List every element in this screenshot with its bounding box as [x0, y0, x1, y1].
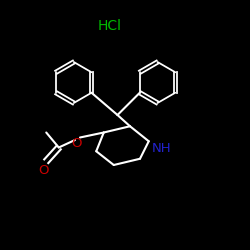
Text: HCl: HCl — [98, 19, 122, 33]
Text: O: O — [71, 137, 82, 150]
Text: NH: NH — [152, 142, 171, 155]
Text: O: O — [38, 164, 49, 176]
